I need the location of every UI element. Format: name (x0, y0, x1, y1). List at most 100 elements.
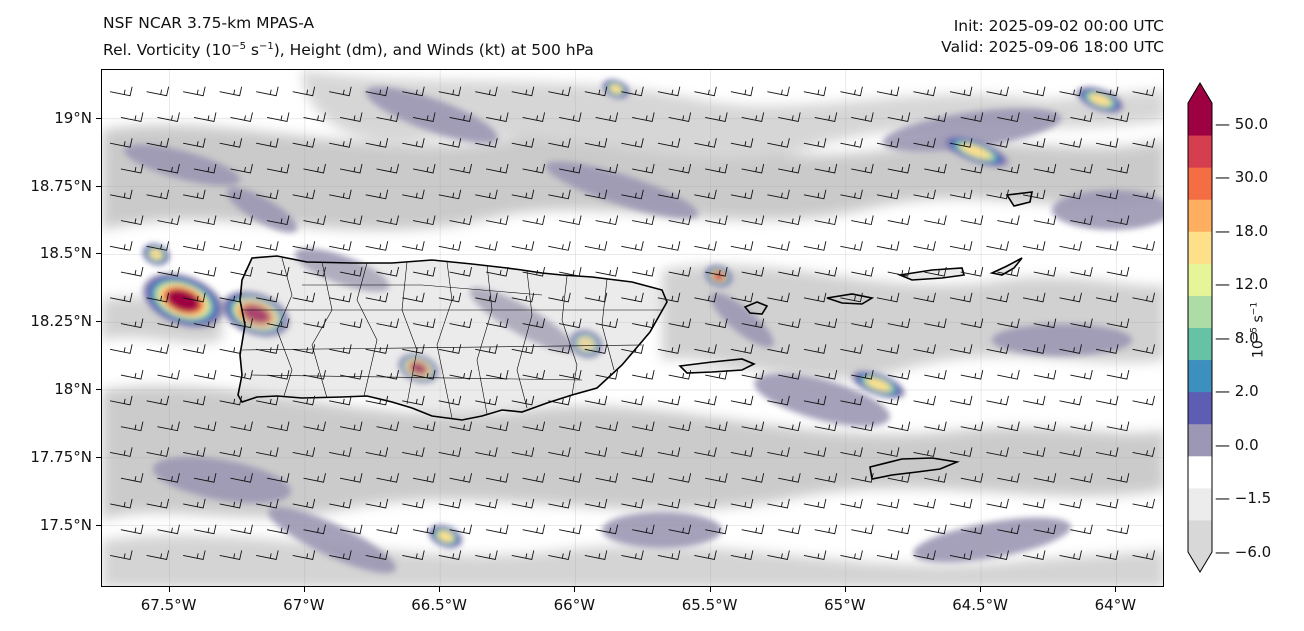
lon-tick-mark (844, 587, 846, 592)
colorbar-segment (1188, 391, 1212, 425)
wind-barb (960, 370, 984, 380)
wind-barb (412, 318, 436, 329)
wind-barb (621, 498, 644, 509)
wind-barb (438, 395, 462, 406)
wind-barb (851, 215, 874, 226)
wind-barb (339, 473, 363, 483)
vorticity-blob (602, 79, 630, 99)
wind-barb (621, 292, 644, 303)
wind-barb (376, 163, 399, 174)
wind-barb (157, 421, 180, 432)
wind-barb (1095, 447, 1119, 457)
wind-barb (120, 215, 144, 226)
wind-barb (632, 266, 655, 277)
wind-barb (851, 318, 874, 329)
wind-barb (1132, 395, 1155, 406)
wind-barb (924, 266, 947, 277)
wind-barb (621, 550, 644, 560)
wind-barb (256, 498, 279, 509)
wind-barb (485, 421, 509, 432)
wind-barb (876, 550, 900, 560)
wind-barb (511, 550, 535, 560)
wind-barb (511, 189, 535, 200)
wind-barb (511, 241, 535, 251)
wind-barb (803, 241, 827, 251)
lat-tick-label: 18.75°N (30, 176, 92, 195)
wind-barb (402, 498, 425, 509)
wind-barb (559, 370, 582, 380)
wind-barb (1132, 498, 1155, 509)
wind-barb (485, 215, 509, 226)
wind-barb (1033, 370, 1057, 380)
wind-barb (339, 370, 363, 380)
wind-barb (303, 318, 326, 329)
wind-barb (949, 447, 973, 457)
wind-barb (986, 344, 1009, 354)
wind-barb (266, 163, 290, 174)
wind-barb (329, 86, 352, 97)
wind-barb (778, 421, 801, 432)
wind-barb (986, 395, 1009, 406)
wind-barb (621, 344, 644, 354)
wind-barb (230, 163, 253, 174)
colorbar-title: 10−5 s−1 (1249, 301, 1267, 359)
colorbar-segment (1188, 295, 1212, 328)
wind-barb (584, 86, 608, 97)
wind-barb (657, 395, 681, 406)
wind-barb (1132, 189, 1155, 200)
wind-barb (110, 447, 133, 457)
wind-barb (632, 215, 655, 226)
wind-barb (694, 395, 717, 406)
wind-barb (511, 344, 535, 354)
lon-tick-label: 66°W (553, 596, 596, 614)
colorbar-segment (1188, 519, 1212, 553)
wind-barb (595, 266, 619, 277)
wind-barb (584, 447, 608, 457)
wind-barb (997, 112, 1020, 122)
wind-barb (230, 215, 253, 226)
wind-barb (438, 447, 462, 457)
wind-barb (1106, 370, 1130, 380)
wind-barb (887, 112, 911, 122)
wind-barb (621, 447, 644, 457)
wind-barb (402, 86, 425, 97)
wind-barb (595, 215, 619, 226)
wind-barb (730, 344, 754, 354)
wind-barb (1033, 524, 1057, 535)
lat-tick-label: 18.25°N (30, 312, 92, 331)
wind-barb (949, 189, 973, 200)
lat-tick-label: 17.75°N (30, 447, 92, 466)
wind-barb (303, 112, 326, 122)
wind-barb (1033, 421, 1057, 432)
wind-barb (376, 266, 399, 277)
wind-barb (548, 344, 571, 354)
wind-barb (778, 370, 801, 380)
wind-barb (1070, 215, 1093, 226)
wind-barb (412, 163, 436, 174)
wind-barb (110, 498, 133, 509)
wind-barb (1022, 344, 1046, 354)
lat-tick-label: 18°N (54, 380, 92, 399)
wind-barb (741, 421, 765, 432)
wind-barb (705, 266, 728, 277)
wind-barb (730, 86, 754, 97)
wind-barb (402, 344, 425, 354)
wind-barb (803, 86, 827, 97)
wind-barb (840, 241, 863, 251)
wind-barb (621, 86, 644, 97)
wind-barb (632, 112, 655, 122)
wind-barb (376, 112, 399, 122)
wind-barb (741, 112, 765, 122)
wind-barb (1059, 292, 1082, 303)
wind-barb (120, 370, 144, 380)
wind-barb (803, 344, 827, 354)
wind-barb (778, 163, 801, 174)
wind-barb (438, 344, 462, 354)
wind-barb (559, 112, 582, 122)
wind-barb (887, 370, 911, 380)
map-panel[interactable] (101, 69, 1164, 587)
lon-tick-label: 64.5°W (952, 596, 1008, 614)
wind-barb (522, 473, 546, 483)
wind-barb (778, 266, 801, 277)
wind-barb (485, 163, 509, 174)
